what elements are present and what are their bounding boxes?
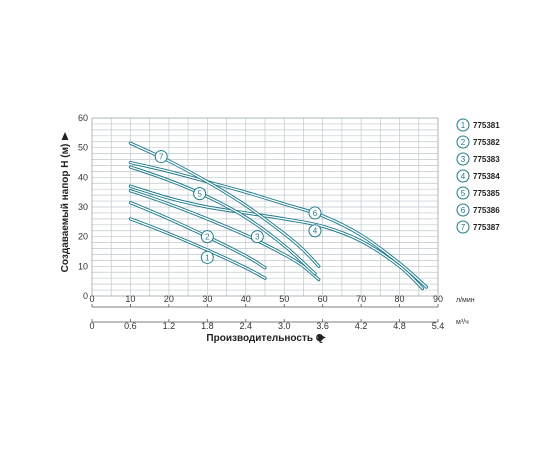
legend-item-775383: 775383 <box>473 155 500 164</box>
x-tick-label-primary: 20 <box>164 294 174 304</box>
legend-marker-label: 5 <box>461 189 466 198</box>
curve-marker-label: 7 <box>159 153 164 162</box>
y-axis-title: Создаваемый напор H (м) <box>60 144 71 273</box>
curve-marker-6 <box>308 206 322 220</box>
y-tick-label: 40 <box>78 172 88 182</box>
x-tick-label-secondary: 1.2 <box>163 321 176 331</box>
curve-marker-3 <box>250 230 264 244</box>
x-unit-primary: л/мин <box>456 297 475 304</box>
x-tick-label-secondary: 3.6 <box>316 321 329 331</box>
curve-775381 <box>129 218 266 279</box>
legend-marker-7 <box>456 220 470 234</box>
curve-marker-label: 2 <box>205 233 210 242</box>
x-tick-label-secondary: 2.4 <box>240 321 253 331</box>
x-tick-label-primary: 60 <box>318 294 328 304</box>
legend-marker-label: 7 <box>461 223 466 232</box>
legend-marker-1 <box>456 118 470 132</box>
x-tick-label-secondary: 0 <box>89 321 94 331</box>
x-unit-secondary: м³/ч <box>456 319 469 326</box>
x-tick-label-primary: 30 <box>202 294 212 304</box>
x-tick-label-primary: 10 <box>125 294 135 304</box>
x-tick-label-primary: 70 <box>356 294 366 304</box>
x-tick-label-secondary: 3.0 <box>278 321 291 331</box>
legend-marker-label: 4 <box>461 172 466 181</box>
curve-marker-label: 6 <box>313 209 318 218</box>
legend-item-775384: 775384 <box>473 172 500 181</box>
x-tick-label-primary: 0 <box>89 294 94 304</box>
legend-marker-5 <box>456 186 470 200</box>
curve-marker-label: 4 <box>313 227 318 236</box>
plot-frame <box>91 117 439 297</box>
curve-marker-1 <box>200 250 214 264</box>
grid <box>91 117 439 297</box>
y-tick-label: 10 <box>78 261 88 271</box>
curve-775384 <box>129 185 424 290</box>
x-tick-label-secondary: 1.8 <box>201 321 214 331</box>
x-tick-label-secondary: 4.2 <box>355 321 368 331</box>
curve-marker-4 <box>308 224 322 238</box>
x-tick-label-primary: 40 <box>241 294 251 304</box>
curve-775387 <box>129 142 320 267</box>
x-tick-label-primary: 50 <box>279 294 289 304</box>
x-axis-arrow-icon <box>318 334 326 341</box>
legend-marker-4 <box>456 169 470 183</box>
legend-item-775386: 775386 <box>473 206 500 215</box>
legend-marker-label: 2 <box>461 138 466 147</box>
curve-markers: 1 2 3 4 5 6 7 <box>154 150 322 264</box>
x-tick-label-secondary: 4.8 <box>393 321 406 331</box>
curve-marker-label: 5 <box>197 190 202 199</box>
y-tick-label: 0 <box>83 291 88 301</box>
x-tick-label-primary: 80 <box>395 294 405 304</box>
curve-marker-2 <box>200 230 214 244</box>
y-tick-label: 60 <box>78 113 88 123</box>
y-tick-label: 30 <box>78 202 88 212</box>
curve-marker-label: 1 <box>205 253 210 262</box>
axes: 0 10 20 30 40 50 60 0 10 20 30 40 50 60 70 80 90 л/мин 0 0.… <box>60 113 475 344</box>
legend-item-775382: 775382 <box>473 138 500 147</box>
legend-item-775387: 775387 <box>473 223 500 232</box>
curve-marker-label: 3 <box>255 233 260 242</box>
legend-marker-6 <box>456 203 470 217</box>
curve-775383 <box>129 190 320 281</box>
curves <box>128 141 429 291</box>
legend-marker-3 <box>456 152 470 166</box>
x-axis-title: Производительность Q <box>206 333 323 344</box>
curve-775386 <box>129 161 428 288</box>
legend-marker-2 <box>456 135 470 149</box>
x-tick-label-secondary: 5.4 <box>432 321 445 331</box>
x-tick-label-primary: 90 <box>433 294 443 304</box>
legend-marker-label: 6 <box>461 206 466 215</box>
legend: 1 775381 2 775382 3 775383 4 775384 5 775385 6 7753… <box>456 118 500 234</box>
legend-item-775381: 775381 <box>473 121 500 130</box>
y-axis-arrow-icon <box>61 132 69 140</box>
curve-marker-5 <box>193 187 207 201</box>
legend-item-775385: 775385 <box>473 189 500 198</box>
legend-marker-label: 1 <box>461 121 466 130</box>
y-tick-label: 50 <box>78 143 88 153</box>
legend-marker-label: 3 <box>461 155 466 164</box>
x-tick-label-secondary: 0.6 <box>124 321 137 331</box>
y-tick-label: 20 <box>78 232 88 242</box>
curve-775385 <box>129 166 316 275</box>
curve-marker-7 <box>154 150 168 164</box>
